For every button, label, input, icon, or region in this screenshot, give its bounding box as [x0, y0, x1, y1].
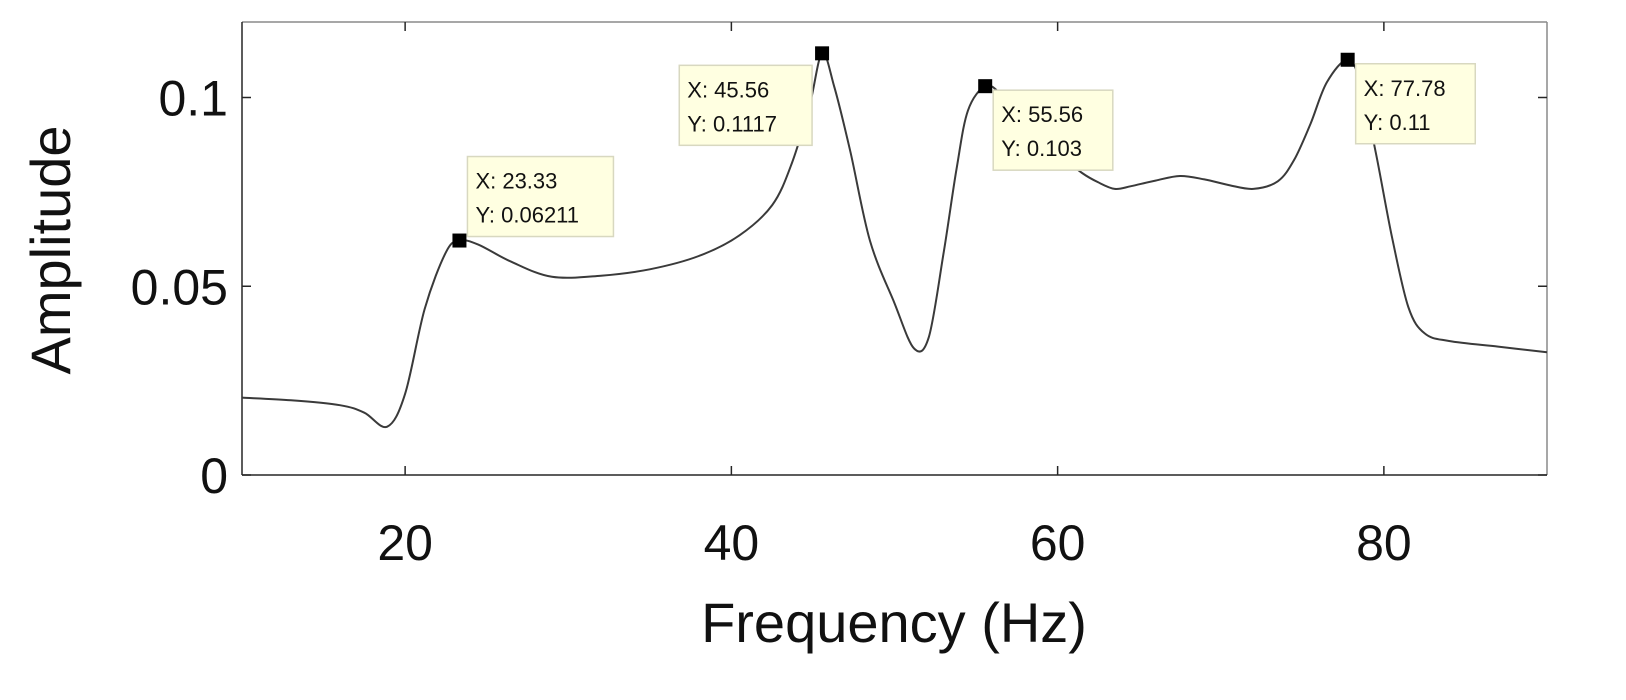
datatip[interactable]: X: 45.56 Y: 0.1117: [678, 46, 830, 147]
datatip-box: [466, 155, 615, 238]
datatip-box: [678, 64, 813, 147]
x-tick-label: 60: [1030, 515, 1086, 571]
series: [241, 52, 1548, 429]
datatip-y-label: Y: 0.11: [1364, 110, 1431, 135]
ticks: 20 40 60 80 0 0.05 0.1: [131, 22, 1547, 571]
datatip-marker[interactable]: [452, 233, 467, 248]
datatip-marker[interactable]: [815, 46, 830, 61]
datatip[interactable]: X: 23.33 Y: 0.06211: [452, 155, 615, 248]
x-axis-title: Frequency (Hz): [701, 591, 1087, 654]
y-tick-label: 0.05: [131, 259, 228, 315]
x-tick-label: 40: [704, 515, 760, 571]
datatip-x-label: X: 55.56: [1001, 102, 1083, 127]
datatip-x-label: X: 77.78: [1364, 76, 1446, 101]
datatip-box: [1354, 63, 1477, 145]
datatip-y-label: Y: 0.1117: [687, 111, 777, 136]
datatip-y-label: Y: 0.06211: [475, 203, 579, 228]
datatip[interactable]: X: 55.56 Y: 0.103: [978, 79, 1114, 171]
datatips: X: 23.33 Y: 0.06211 X: 45.56 Y: 0.1117 X: 55…: [452, 46, 1477, 248]
y-tick-label: 0.1: [158, 71, 228, 127]
datatip-box: [992, 89, 1114, 171]
datatip-y-label: Y: 0.103: [1001, 136, 1082, 161]
y-tick-label: 0: [200, 448, 228, 504]
x-tick-label: 80: [1356, 515, 1412, 571]
datatip[interactable]: X: 77.78 Y: 0.11: [1340, 52, 1477, 145]
datatip-marker[interactable]: [1340, 52, 1355, 67]
y-axis-title: Amplitude: [19, 125, 82, 374]
axes: [241, 21, 1548, 476]
datatip-x-label: X: 45.56: [687, 77, 769, 102]
datatip-marker[interactable]: [978, 79, 993, 94]
series-line: [241, 52, 1548, 429]
datatip-x-label: X: 23.33: [475, 169, 557, 194]
x-tick-label: 20: [377, 515, 433, 571]
